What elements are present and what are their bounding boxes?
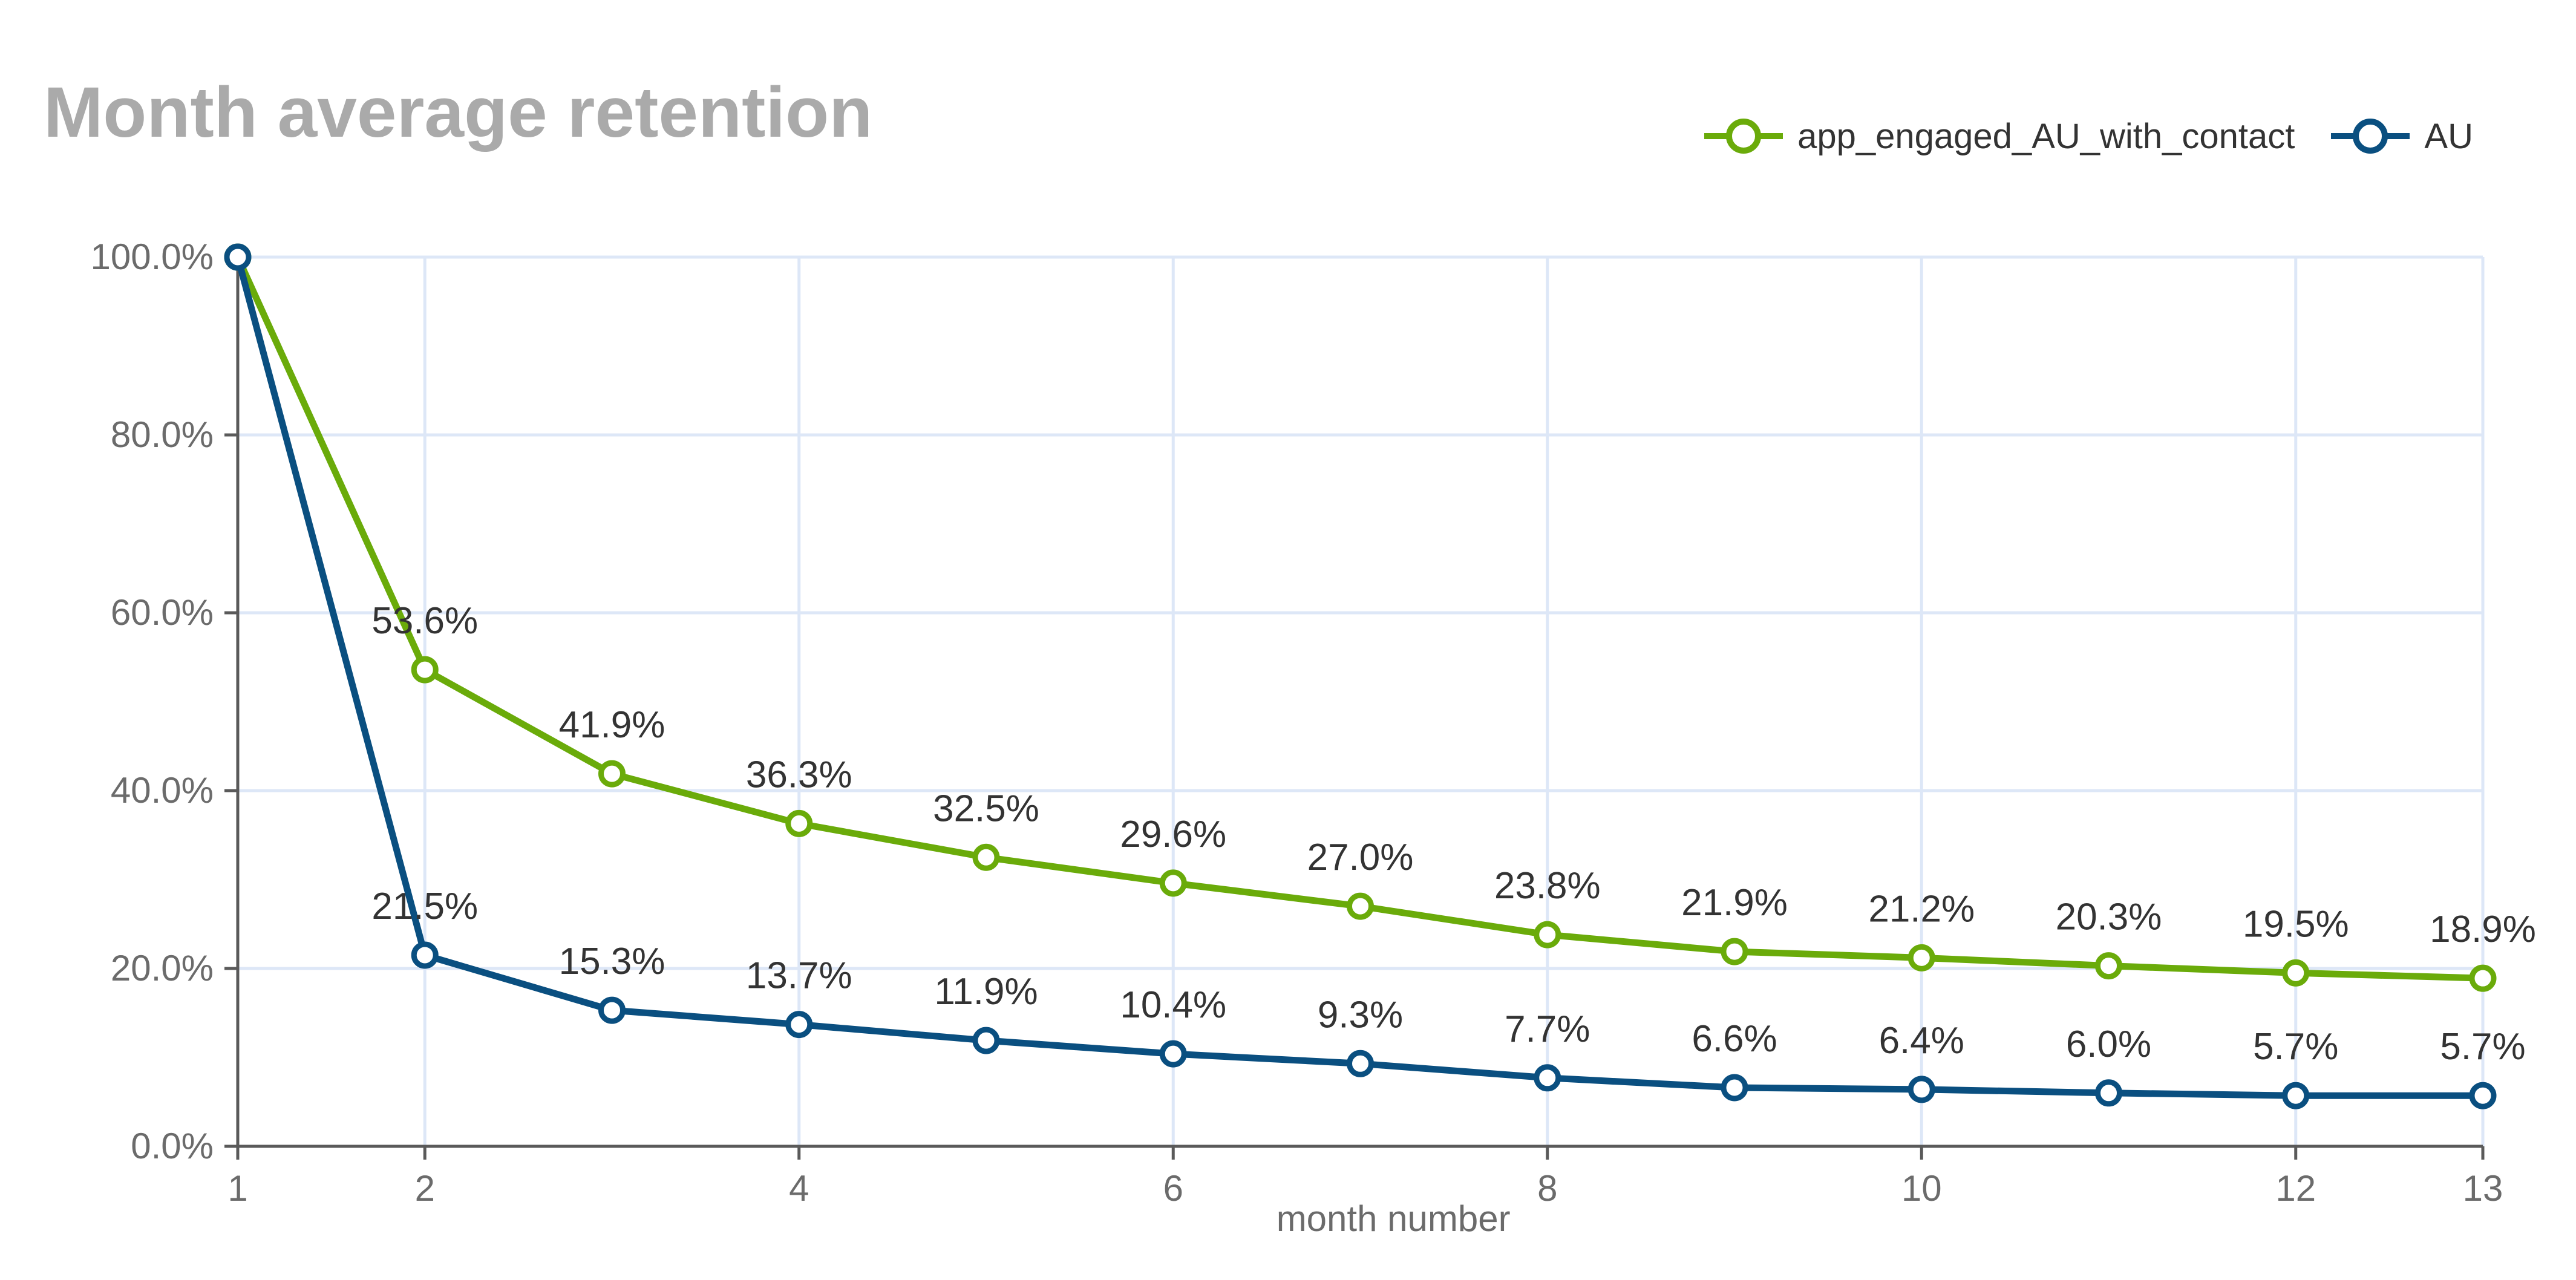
y-tick-label: 80.0% bbox=[111, 414, 214, 455]
x-tick-label: 2 bbox=[415, 1168, 435, 1209]
y-tick-label: 40.0% bbox=[111, 770, 214, 811]
y-tick-label: 0.0% bbox=[131, 1126, 214, 1166]
data-label: 11.9% bbox=[934, 971, 1038, 1013]
data-point bbox=[785, 809, 813, 837]
data-label: 21.2% bbox=[1868, 888, 1975, 930]
data-label: 41.9% bbox=[559, 704, 665, 746]
x-tick-label: 13 bbox=[2463, 1168, 2503, 1209]
data-point bbox=[411, 941, 439, 969]
legend: app_engaged_AU_with_contact AU bbox=[1704, 115, 2473, 157]
data-point bbox=[1907, 1076, 1935, 1103]
data-point bbox=[411, 656, 439, 684]
data-label: 9.3% bbox=[1318, 994, 1403, 1036]
data-label: 18.9% bbox=[2430, 909, 2536, 950]
data-label: 13.7% bbox=[746, 955, 852, 997]
data-point bbox=[2095, 1079, 2122, 1107]
data-label: 6.0% bbox=[2066, 1024, 2151, 1065]
data-label: 23.8% bbox=[1494, 865, 1601, 907]
data-label: 19.5% bbox=[2243, 903, 2349, 945]
data-point bbox=[1907, 944, 1935, 971]
data-point bbox=[1721, 938, 1748, 965]
x-tick-label: 8 bbox=[1537, 1168, 1557, 1209]
data-point bbox=[1347, 1050, 1374, 1077]
data-point bbox=[972, 843, 1000, 871]
x-tick-label: 4 bbox=[789, 1168, 809, 1209]
data-point bbox=[2469, 964, 2497, 992]
y-tick-label: 20.0% bbox=[111, 948, 214, 988]
x-axis-title: month number bbox=[1277, 1198, 1511, 1239]
data-point bbox=[2282, 1082, 2310, 1109]
x-tick-label: 12 bbox=[2275, 1168, 2316, 1209]
data-label: 5.7% bbox=[2440, 1026, 2525, 1068]
data-label: 29.6% bbox=[1120, 814, 1226, 855]
data-point bbox=[1534, 1064, 1561, 1092]
data-point bbox=[2282, 959, 2310, 987]
data-label: 15.3% bbox=[559, 941, 665, 982]
data-point bbox=[1159, 869, 1187, 897]
legend-item-app-engaged[interactable]: app_engaged_AU_with_contact bbox=[1704, 115, 2295, 157]
series-layer bbox=[224, 243, 2497, 1109]
legend-item-au[interactable]: AU bbox=[2331, 115, 2473, 157]
data-point bbox=[1159, 1040, 1187, 1068]
data-label: 32.5% bbox=[933, 788, 1039, 829]
y-tick-labels: 0.0% 20.0% 40.0% 60.0% 80.0% 100.0% bbox=[91, 237, 214, 1166]
grid bbox=[238, 255, 2485, 1146]
data-point bbox=[2469, 1082, 2497, 1109]
data-label: 21.9% bbox=[1681, 882, 1788, 924]
data-label: 6.6% bbox=[1692, 1018, 1777, 1060]
x-tick-label: 6 bbox=[1163, 1168, 1183, 1209]
legend-marker-au bbox=[2331, 119, 2410, 154]
legend-label-au: AU bbox=[2424, 116, 2473, 156]
data-label: 36.3% bbox=[746, 754, 852, 795]
y-tick-label: 60.0% bbox=[111, 592, 214, 633]
data-label: 20.3% bbox=[2056, 896, 2162, 938]
data-label: 27.0% bbox=[1307, 837, 1414, 878]
legend-label-app-engaged: app_engaged_AU_with_contact bbox=[1797, 116, 2295, 156]
data-label: 6.4% bbox=[1879, 1020, 1964, 1062]
chart-title: Month average retention bbox=[44, 73, 873, 152]
data-label: 10.4% bbox=[1120, 984, 1226, 1026]
data-point bbox=[598, 996, 626, 1024]
y-tick-label: 100.0% bbox=[91, 237, 214, 277]
data-label: 21.5% bbox=[371, 886, 478, 927]
data-point bbox=[598, 760, 626, 788]
data-point bbox=[972, 1027, 1000, 1054]
data-labels: 53.6% 41.9% 36.3% 32.5% 29.6% 27.0% 23.8% 21.9%… bbox=[371, 600, 2536, 1068]
series-1 bbox=[224, 243, 2497, 1109]
axes bbox=[224, 255, 2485, 1160]
data-point bbox=[785, 1011, 813, 1039]
data-label: 53.6% bbox=[371, 600, 478, 642]
data-point bbox=[2095, 952, 2122, 980]
x-tick-label: 10 bbox=[1901, 1168, 1942, 1209]
x-tick-labels: 1 2 4 6 8 10 12 13 bbox=[227, 1168, 2503, 1209]
data-point bbox=[1721, 1074, 1748, 1102]
data-point bbox=[224, 243, 252, 271]
data-label: 5.7% bbox=[2253, 1026, 2338, 1068]
data-label: 7.7% bbox=[1505, 1008, 1590, 1050]
data-point bbox=[1534, 921, 1561, 949]
x-tick-label: 1 bbox=[227, 1168, 247, 1209]
legend-marker-app-engaged bbox=[1704, 119, 1783, 154]
data-point bbox=[1347, 892, 1374, 920]
